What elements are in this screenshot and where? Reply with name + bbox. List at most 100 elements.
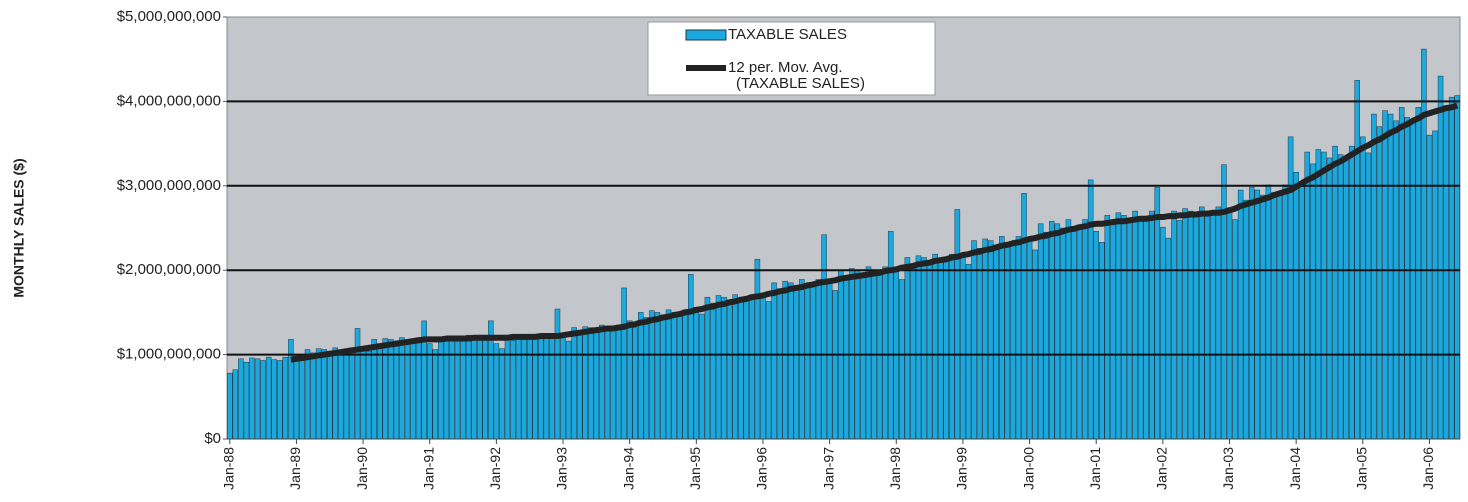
bar [921,257,927,440]
bar [960,253,966,440]
bar [1371,113,1377,440]
bar [399,337,405,440]
bar [332,347,339,440]
bar [1265,184,1272,440]
bar [876,273,883,440]
bar [227,372,233,440]
bar [693,307,700,440]
legend-label: 12 per. Mov. Avg. (TAXABLE SALES) [728,59,865,92]
bar [793,285,800,440]
bar [454,336,461,440]
bar [765,301,772,440]
bar [1071,226,1077,440]
bar [832,290,838,440]
bar [887,231,894,440]
x-tick-label: Jan-97 [820,447,836,490]
x-tick-label: Jan-00 [1020,447,1036,490]
bar [499,348,505,440]
bar [999,236,1005,440]
bar [899,279,905,440]
bar [732,294,738,440]
bar [515,334,522,440]
bar [338,350,344,440]
x-tick-label: Jan-01 [1087,447,1103,490]
bar [1193,215,1199,440]
bar [1032,249,1038,440]
bar [1026,238,1033,440]
bar [965,264,972,440]
bar [1254,189,1261,440]
bar [1060,227,1066,440]
bar [349,347,355,440]
bar [410,340,416,440]
y-tick-label: $1,000,000,000 [117,346,221,363]
bar [615,324,622,440]
bar [1104,215,1111,440]
bar [1298,186,1305,440]
bar [1343,157,1349,440]
bar [1110,224,1116,440]
bar [1121,215,1127,440]
bar [277,360,283,440]
bar [810,285,816,440]
bar [754,258,761,440]
x-tick-label: Jan-94 [620,447,636,490]
x-tick-label: Jan-03 [1220,447,1236,490]
bar [1332,145,1338,440]
bar [865,266,872,440]
bar [604,328,611,440]
bar [1165,237,1172,440]
bar [815,279,822,440]
bar [1271,192,1277,440]
bar [393,340,400,440]
bar [910,264,916,440]
bar [482,334,489,440]
bar [949,253,955,440]
bar [504,335,511,440]
bar [310,352,316,440]
bar [1293,172,1299,440]
bar [993,244,999,440]
bar [271,359,277,440]
bar [1426,134,1433,440]
bar [432,349,439,440]
bar [715,295,722,440]
bar [265,356,272,440]
bar [532,334,538,440]
bar [449,335,455,440]
bar [493,343,500,440]
bar [1276,194,1283,440]
y-tick-label: $4,000,000,000 [117,92,221,109]
bar [1443,105,1449,440]
bar [1437,75,1444,440]
bar [1176,220,1183,440]
bar [976,248,983,440]
bar [360,345,366,440]
bar [1126,219,1133,440]
bar [304,349,311,440]
x-tick-label: Jan-06 [1420,447,1436,490]
bar [860,273,866,440]
bar [327,350,333,440]
bar [315,348,322,440]
x-tick-label: Jan-99 [954,447,970,490]
bar [1010,244,1016,440]
x-tick-label: Jan-02 [1154,447,1170,490]
bar [654,312,661,440]
bar [571,327,577,440]
bar [799,279,805,440]
bar [643,317,650,440]
bar [582,326,588,440]
bar [1382,110,1388,440]
bar [699,313,705,440]
bar [610,329,616,440]
bar [1054,223,1061,440]
bar [282,356,289,440]
bar [1076,227,1083,440]
bar [1237,189,1244,440]
bar [782,280,788,440]
bar [1232,219,1238,440]
bar [1132,210,1138,440]
bar [954,209,961,440]
bar [771,282,777,440]
